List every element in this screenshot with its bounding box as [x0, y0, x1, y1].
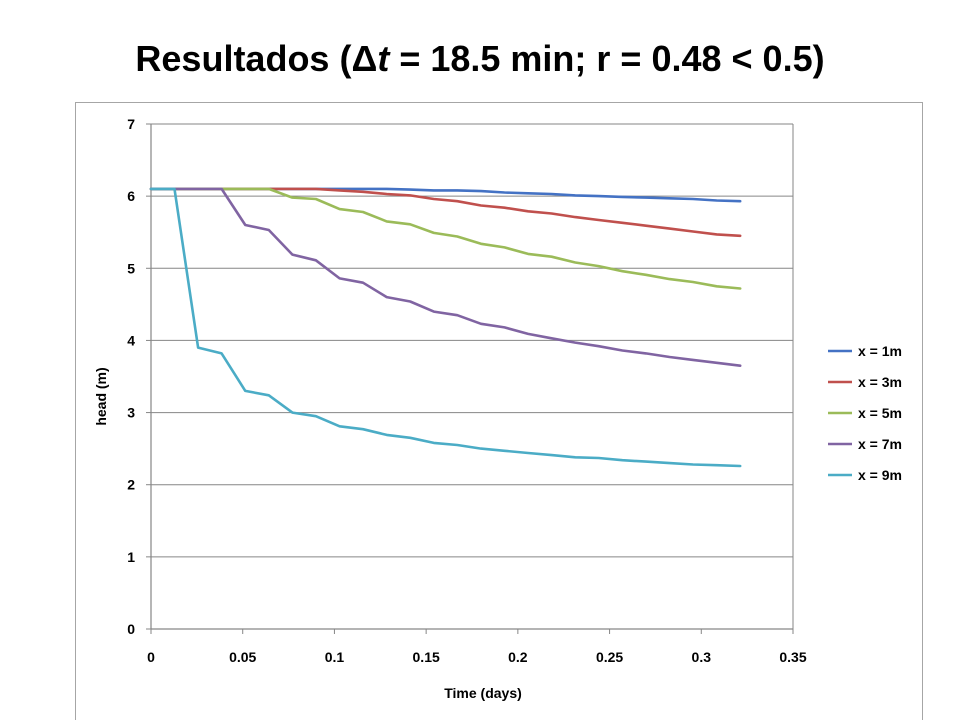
x-tick-label: 0.35: [779, 649, 806, 665]
series-line-4: [149, 187, 742, 368]
title-suffix: = 18.5 min; r = 0.48 < 0.5): [389, 38, 825, 79]
series-line-3: [149, 187, 742, 290]
y-tick-label: 1: [127, 549, 135, 565]
x-tick-label: 0.2: [508, 649, 528, 665]
legend-label-5: x = 9m: [858, 467, 902, 483]
legend-label-3: x = 5m: [858, 405, 902, 421]
y-tick-label: 2: [127, 477, 135, 493]
x-tick-label: 0.05: [229, 649, 256, 665]
delta-symbol: Δ: [351, 38, 378, 79]
title-prefix: Resultados (: [135, 38, 352, 79]
slide-title: Resultados (Δt = 18.5 min; r = 0.48 < 0.…: [0, 38, 960, 80]
legend-label-1: x = 1m: [858, 343, 902, 359]
y-tick-label: 4: [127, 332, 135, 348]
y-tick-label: 3: [127, 405, 135, 421]
y-tick-label: 7: [127, 116, 135, 132]
x-tick-label: 0.3: [692, 649, 712, 665]
y-axis-title: head (m): [93, 367, 109, 425]
x-tick-label: 0: [147, 649, 155, 665]
y-tick-label: 0: [127, 621, 135, 637]
series-line-5: [149, 187, 742, 468]
x-tick-label: 0.25: [596, 649, 623, 665]
title-variable: t: [377, 38, 390, 79]
y-tick-label: 6: [127, 188, 135, 204]
x-tick-label: 0.1: [325, 649, 345, 665]
line-chart: 0 1 2 3 4 5 6 7 0 0.05 0.1 0.15 0.2 0.25 0.3 0.35 Time (…: [93, 116, 902, 701]
legend-label-4: x = 7m: [858, 436, 902, 452]
x-axis-title: Time (days): [444, 685, 522, 701]
chart-frame: 0 1 2 3 4 5 6 7 0 0.05 0.1 0.15 0.2 0.25 0.3 0.35 Time (…: [75, 102, 923, 720]
legend-label-2: x = 3m: [858, 374, 902, 390]
y-tick-label: 5: [127, 260, 135, 276]
x-tick-label: 0.15: [413, 649, 440, 665]
